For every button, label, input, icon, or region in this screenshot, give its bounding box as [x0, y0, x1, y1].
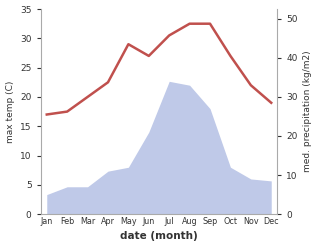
X-axis label: date (month): date (month) — [120, 231, 198, 242]
Y-axis label: med. precipitation (kg/m2): med. precipitation (kg/m2) — [303, 51, 313, 172]
Y-axis label: max temp (C): max temp (C) — [5, 80, 15, 143]
